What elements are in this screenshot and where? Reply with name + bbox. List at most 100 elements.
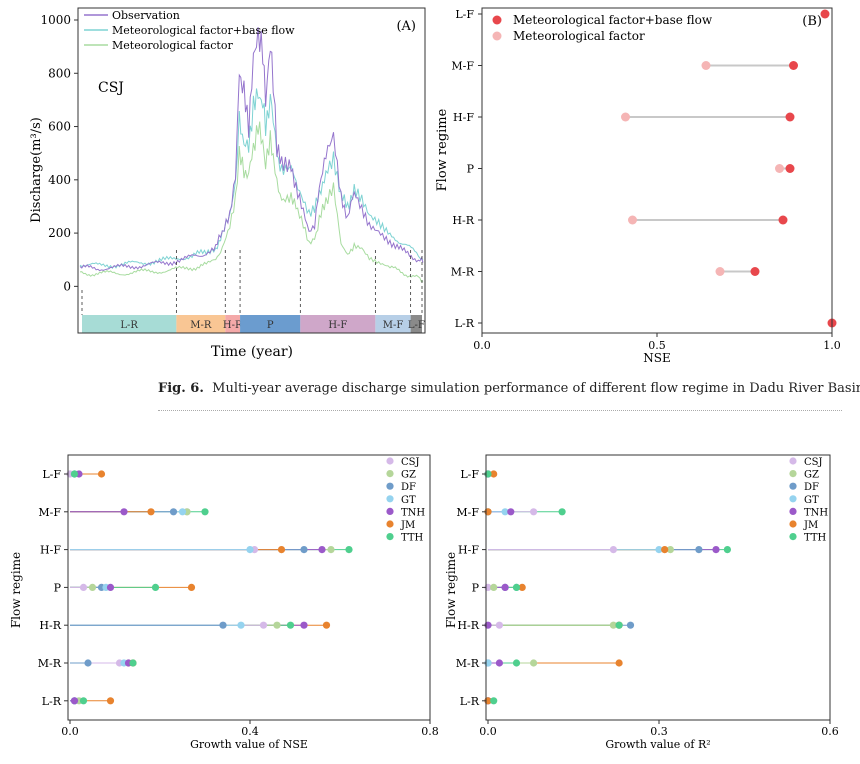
legend-dot-met [492,31,502,41]
legend-text-tnh: TNH [401,507,425,518]
b-ytick-label: H-R [452,214,474,227]
regime-label-h-r: H-R [223,320,243,331]
legend-text-tnh: TNH [804,507,828,518]
series-line-met [79,121,424,283]
dot-tth [151,583,160,592]
dot-gt [655,546,663,554]
dot-met-base [750,267,760,276]
legend-text-tth: TTH [401,533,424,544]
a-ytick-label: 0 [63,279,71,293]
d-ytick-label: L-R [460,695,480,708]
legend-dot-csj [386,457,394,465]
regime-label-m-r: M-R [190,320,212,331]
b-ytick-label: M-F [451,60,474,73]
c-ytick-label: M-R [38,657,62,670]
legend-text-met-base: Meteorological factor+base flow [112,24,295,37]
dot-tth [79,697,88,705]
dot-gz [273,621,281,629]
regime-segment-p [240,315,301,333]
panel-b: L-F M-F H-F P H-R M-R L-R 0.0 0.5 1.0 Flow regim… [435,7,841,365]
d-ytick-label: P [472,581,480,594]
panel-a: L-R M-R H-R P H-F M-F L-F 0 200 400 600 800 1000 Di… [29,7,426,360]
dot-gz [88,583,97,592]
legend-text-gt: GT [804,495,819,506]
panel-b-x-label: NSE [643,351,670,365]
legend-dot-gz [386,470,394,478]
c-xtick-label: 0.0 [61,725,79,738]
legend-dot-tnh [386,507,394,515]
legend-text-observation: Observation [112,9,180,22]
legend-dot-gt [386,495,394,503]
regime-label-l-f: L-F [408,320,425,331]
dot-gt [501,508,509,516]
panel-b-legend: Meteorological factor+base flow Meteorol… [492,13,713,43]
regime-label-h-f: H-F [328,320,347,331]
dot-tth [512,583,521,592]
dot-met-base [785,164,795,173]
dot-met-base [820,9,830,19]
dot-tnh [300,621,308,629]
d-ytick-label: H-F [458,544,479,557]
dot-gt [178,508,187,516]
dot-tth [70,470,79,478]
legend-dot-jm [789,520,797,528]
c-xtick-label: 0.4 [241,725,259,738]
dot-tth [558,508,566,516]
dot-jm [147,508,155,516]
panel-c: L-F M-F H-F P H-R M-R L-R 0.0 0.4 0.8 Flow regim… [9,454,439,751]
station-annotation: CSJ [98,80,124,96]
dot-tth [615,621,623,629]
legend-text-b-met: Meteorological factor [513,29,645,43]
dot-tnh [70,697,79,705]
dot-csj [259,621,268,629]
legend-text-csj: CSJ [401,457,420,468]
dot-csj [609,546,618,554]
c-ytick-label: L-F [42,468,61,481]
d-xtick-label: 0.3 [650,725,668,738]
dot-jm [106,697,115,705]
legend-text-jm: JM [400,520,415,531]
dot-met-base [789,61,798,70]
b-ytick-label: L-F [455,8,474,21]
legend-dot-jm [386,520,394,528]
regime-segment-l-f [410,315,422,333]
legend-dot-gz [789,470,797,478]
dot-tnh [712,546,720,554]
legend-dot-df [789,482,797,490]
legend-text-met: Meteorological factor [112,39,233,52]
legend-text-df: DF [401,482,416,493]
dot-met [715,267,725,276]
dot-met [628,215,637,225]
dot-csj [495,621,503,629]
caption-separator [158,410,842,411]
a-ytick-label: 600 [48,120,71,134]
d-ytick-label: M-R [456,657,480,670]
b-xtick-label: 1.0 [823,339,841,352]
dot-tth [286,621,295,629]
dot-tnh [507,508,515,516]
d-xtick-label: 0.0 [479,725,497,738]
dot-jm [97,470,106,478]
dot-jm [615,659,623,667]
legend-text-csj: CSJ [804,457,823,468]
panel-a-label: (A) [396,19,416,34]
panel-b-label: (B) [802,14,822,29]
dot-jm [277,546,286,554]
legend-text-gz: GZ [401,470,416,481]
regime-segment-m-r [176,315,226,333]
panel-a-x-label: Time (year) [211,344,293,360]
legend-text-df: DF [804,482,819,493]
dot-tnh [318,546,326,554]
dot-met [775,164,784,173]
caption-text: Multi-year average discharge simulation … [212,381,860,396]
legend-text-tth: TTH [804,533,827,544]
figure-caption: Fig. 6. Multi-year average discharge sim… [158,381,860,396]
c-ytick-label: M-F [38,506,61,519]
dot-gz [530,659,538,667]
regime-label-p: P [267,320,274,331]
legend-text-b-met-base: Meteorological factor+base flow [513,13,713,27]
d-ytick-label: M-F [456,506,479,519]
dot-df [169,508,178,516]
dot-tth [490,697,498,705]
